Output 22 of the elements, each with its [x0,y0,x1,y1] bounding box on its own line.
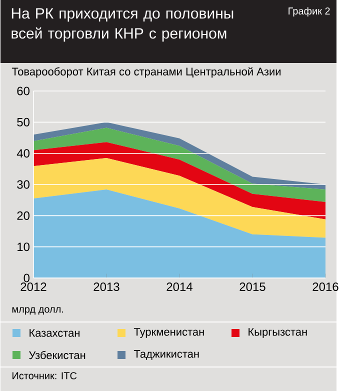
legend-label: Кыргызстан [248,328,307,338]
y-tick-label: 60 [17,86,30,96]
y-axis-title: млрд долл. [12,307,63,315]
chart-subtitle: Товарооборот Китая со странами Центральной Азии [12,67,280,78]
x-tick-label: 2012 [20,282,46,292]
y-tick-label: 20 [17,211,30,220]
x-tick-label: 2015 [240,282,266,292]
text: График 2 [288,7,330,17]
y-tick-label: 0 [24,274,30,282]
y-tick-label: 30 [17,180,30,189]
legend-label: Туркменистан [134,328,204,338]
x-tick-label: 2014 [166,282,192,292]
x-tick-label: 2013 [94,282,120,292]
chart-title: На РК приходится до половины всей торговли КНР с регионом [12,8,234,42]
y-tick-label: 10 [17,242,30,252]
legend-label: Казахстан [30,329,80,337]
y-tick-label: 50 [17,118,30,126]
legend-label: Таджикистан [134,350,199,360]
x-tick-label: 2016 [312,282,338,292]
text: Источник: ITC [12,372,77,380]
legend-label: Узбекистан [28,350,86,360]
y-tick-label: 40 [16,149,30,158]
